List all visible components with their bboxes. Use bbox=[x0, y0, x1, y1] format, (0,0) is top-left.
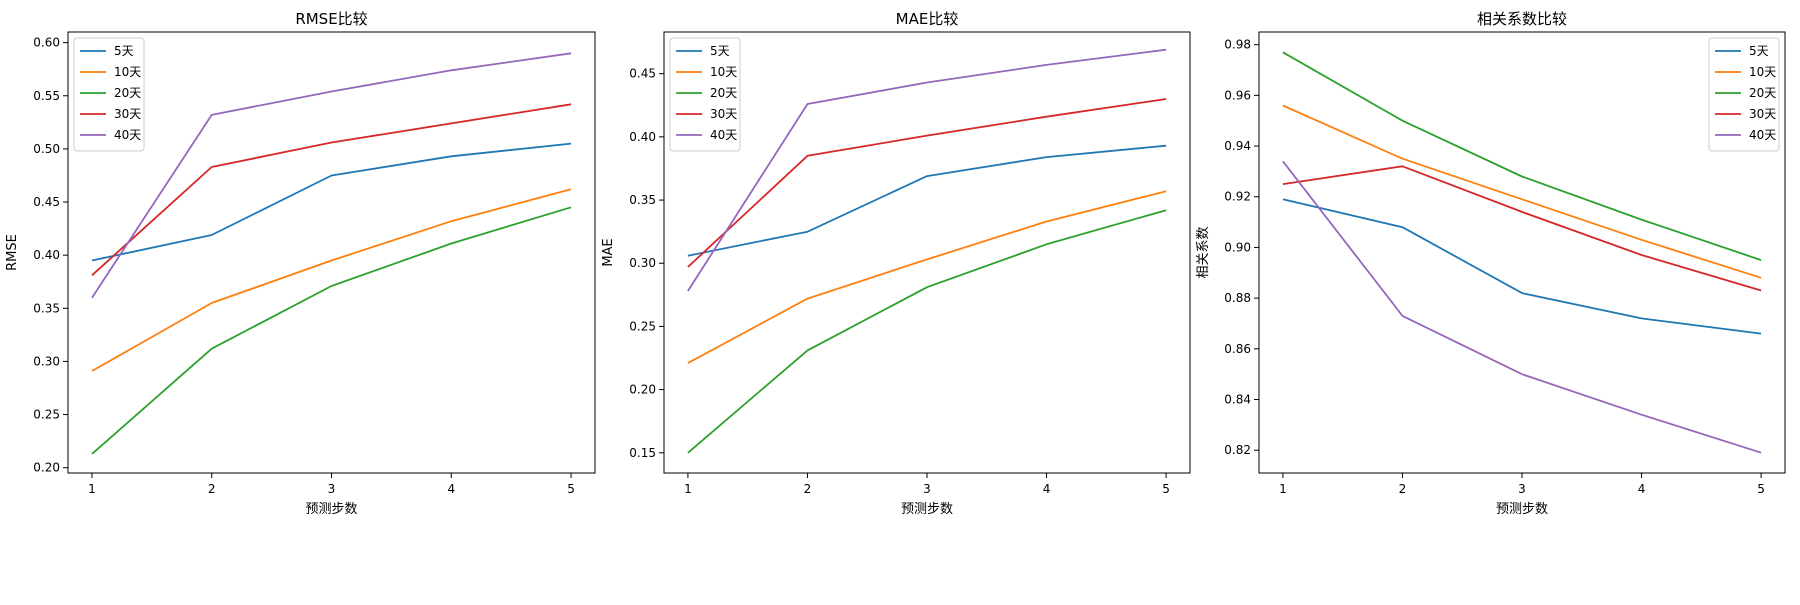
legend-label: 30天 bbox=[1749, 107, 1776, 121]
y-tick-label: 0.35 bbox=[33, 301, 60, 315]
x-tick-label: 4 bbox=[1638, 482, 1646, 496]
plot-frame bbox=[67, 31, 596, 474]
x-tick-label: 2 bbox=[1399, 482, 1407, 496]
chart-title: RMSE比较 bbox=[295, 10, 367, 28]
legend-box bbox=[1708, 37, 1780, 152]
legend-box bbox=[669, 37, 741, 152]
x-tick-label: 1 bbox=[684, 482, 692, 496]
y-tick-label: 0.20 bbox=[629, 383, 656, 397]
x-tick-label: 3 bbox=[923, 482, 931, 496]
x-tick-label: 2 bbox=[804, 482, 812, 496]
series-line-5天 bbox=[91, 142, 572, 262]
legend-label: 20天 bbox=[114, 86, 141, 100]
x-tick-label: 1 bbox=[1279, 482, 1287, 496]
y-tick-label: 0.90 bbox=[1224, 240, 1251, 254]
y-tick-label: 0.92 bbox=[1224, 190, 1251, 204]
legend-label: 40天 bbox=[1749, 128, 1776, 142]
y-tick-label: 0.45 bbox=[629, 67, 656, 81]
y-tick-label: 0.15 bbox=[629, 446, 656, 460]
x-tick-label: 5 bbox=[1162, 482, 1170, 496]
x-tick-label: 1 bbox=[88, 482, 96, 496]
series-line-30天 bbox=[687, 98, 1167, 268]
legend: 5天 10天 20天 30天 40天 bbox=[669, 37, 741, 152]
y-tick-label: 0.50 bbox=[33, 142, 60, 156]
series-line-30天 bbox=[91, 103, 572, 276]
series-line-40天 bbox=[91, 52, 572, 299]
x-tick-label: 4 bbox=[447, 482, 455, 496]
legend-label: 10天 bbox=[114, 65, 141, 79]
x-tick-label: 5 bbox=[567, 482, 575, 496]
legend-label: 20天 bbox=[1749, 86, 1776, 100]
legend-label: 10天 bbox=[710, 65, 737, 79]
x-tick-label: 3 bbox=[1518, 482, 1526, 496]
y-tick-label: 0.96 bbox=[1224, 88, 1251, 102]
y-tick-label: 0.35 bbox=[629, 193, 656, 207]
y-tick-label: 0.82 bbox=[1224, 443, 1251, 457]
legend-label: 20天 bbox=[710, 86, 737, 100]
x-tick-label: 3 bbox=[328, 482, 336, 496]
legend-label: 10天 bbox=[1749, 65, 1776, 79]
x-axis-label: 预测步数 bbox=[901, 502, 953, 517]
series-line-20天 bbox=[1282, 51, 1762, 261]
series-line-20天 bbox=[687, 209, 1167, 454]
series-line-20天 bbox=[91, 206, 572, 455]
y-axis-label: MAE bbox=[601, 238, 616, 266]
y-tick-label: 0.88 bbox=[1224, 291, 1251, 305]
legend-label: 30天 bbox=[710, 107, 737, 121]
series-line-10天 bbox=[687, 190, 1167, 364]
y-tick-label: 0.40 bbox=[629, 130, 656, 144]
y-tick-label: 0.86 bbox=[1224, 342, 1251, 356]
legend-label: 5天 bbox=[114, 44, 134, 58]
y-tick-label: 0.25 bbox=[629, 319, 656, 333]
series-line-10天 bbox=[91, 188, 572, 372]
legend: 5天 10天 20天 30天 40天 bbox=[1708, 37, 1780, 152]
plot-frame bbox=[663, 31, 1191, 474]
series-line-30天 bbox=[1282, 165, 1762, 292]
y-tick-label: 0.30 bbox=[629, 256, 656, 270]
y-tick-label: 0.25 bbox=[33, 408, 60, 422]
series-line-5天 bbox=[687, 144, 1167, 257]
legend-label: 40天 bbox=[710, 128, 737, 142]
y-axis-label: RMSE bbox=[5, 234, 20, 271]
x-axis-label: 预测步数 bbox=[1496, 502, 1548, 517]
y-tick-label: 0.40 bbox=[33, 248, 60, 262]
y-tick-label: 0.30 bbox=[33, 354, 60, 368]
y-tick-label: 0.60 bbox=[33, 36, 60, 50]
x-tick-label: 5 bbox=[1757, 482, 1765, 496]
y-tick-label: 0.20 bbox=[33, 461, 60, 475]
x-tick-label: 2 bbox=[208, 482, 216, 496]
y-tick-label: 0.94 bbox=[1224, 139, 1251, 153]
legend-label: 5天 bbox=[710, 44, 730, 58]
x-tick-label: 4 bbox=[1043, 482, 1051, 496]
plot-frame bbox=[1258, 31, 1786, 474]
x-axis-label: 预测步数 bbox=[305, 502, 357, 517]
chart-title: 相关系数比较 bbox=[1477, 10, 1567, 28]
legend-box bbox=[73, 37, 145, 152]
y-axis-label: 相关系数 bbox=[1196, 226, 1211, 278]
y-tick-label: 0.45 bbox=[33, 195, 60, 209]
legend-label: 30天 bbox=[114, 107, 141, 121]
series-line-10天 bbox=[1282, 104, 1762, 279]
series-line-5天 bbox=[1282, 198, 1762, 335]
series-line-40天 bbox=[687, 48, 1167, 292]
legend-label: 5天 bbox=[1749, 44, 1769, 58]
legend-label: 40天 bbox=[114, 128, 141, 142]
legend: 5天 10天 20天 30天 40天 bbox=[73, 37, 145, 152]
chart-title: MAE比较 bbox=[896, 10, 959, 28]
y-tick-label: 0.55 bbox=[33, 89, 60, 103]
y-tick-label: 0.98 bbox=[1224, 38, 1251, 52]
y-tick-label: 0.84 bbox=[1224, 393, 1251, 407]
series-line-40天 bbox=[1282, 160, 1762, 454]
